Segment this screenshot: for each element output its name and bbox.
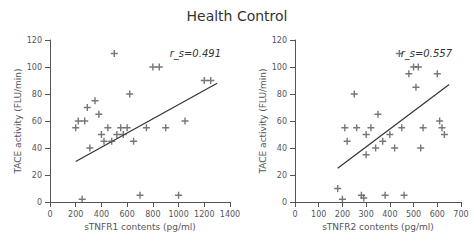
svg-text:600: 600 [430, 210, 445, 219]
svg-text:TACE activity (FLU/min): TACE activity (FLU/min) [13, 68, 23, 174]
svg-text:1200: 1200 [194, 210, 214, 219]
svg-text:1000: 1000 [168, 210, 188, 219]
svg-text:100: 100 [311, 210, 326, 219]
svg-text:400: 400 [94, 210, 109, 219]
svg-text:60: 60 [277, 117, 287, 126]
svg-text:sTNFR2 contents (pg/ml): sTNFR2 contents (pg/ml) [322, 222, 434, 232]
svg-text:80: 80 [277, 90, 287, 99]
svg-text:Health Control: Health Control [186, 8, 287, 24]
svg-text:100: 100 [27, 63, 42, 72]
svg-text:r_s=0.491: r_s=0.491 [170, 48, 221, 60]
svg-text:0: 0 [37, 198, 42, 207]
svg-text:sTNFR1 contents (pg/ml): sTNFR1 contents (pg/ml) [84, 222, 196, 232]
svg-text:0: 0 [47, 210, 52, 219]
svg-text:120: 120 [27, 36, 42, 45]
svg-text:800: 800 [145, 210, 160, 219]
svg-text:20: 20 [277, 171, 287, 180]
svg-text:600: 600 [120, 210, 135, 219]
svg-text:300: 300 [359, 210, 374, 219]
svg-text:200: 200 [335, 210, 350, 219]
svg-text:TACE activity (FLU/min): TACE activity (FLU/min) [258, 68, 268, 174]
svg-text:700: 700 [453, 210, 468, 219]
svg-text:400: 400 [382, 210, 397, 219]
svg-text:20: 20 [32, 171, 42, 180]
svg-text:40: 40 [32, 144, 42, 153]
svg-text:120: 120 [272, 36, 287, 45]
svg-text:500: 500 [406, 210, 421, 219]
svg-text:r_s=0.557: r_s=0.557 [401, 48, 453, 60]
svg-text:80: 80 [32, 90, 42, 99]
svg-text:40: 40 [277, 144, 287, 153]
svg-text:200: 200 [68, 210, 83, 219]
svg-text:60: 60 [32, 117, 42, 126]
svg-text:0: 0 [282, 198, 287, 207]
svg-text:1400: 1400 [220, 210, 240, 219]
svg-text:0: 0 [292, 210, 297, 219]
svg-text:100: 100 [272, 63, 287, 72]
